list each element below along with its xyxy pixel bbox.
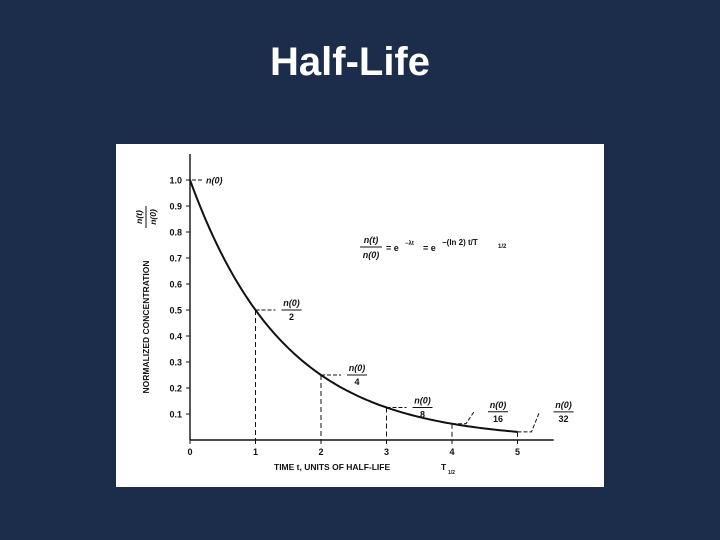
x-axis-title: TIME t, UNITS OF HALF-LIFE [274,462,390,472]
equation-exponent-2: −(ln 2) t/T [442,238,478,247]
slide-title: Half-Life [270,40,430,84]
y-tick-label: 0.1 [169,410,182,420]
marker-denominator: 2 [289,312,294,322]
y-tick-label: 0.5 [169,306,182,316]
marker-label: n(0) [206,176,223,186]
marker-numerator: n(0) [555,400,572,410]
marker-leader [452,411,475,425]
marker-numerator: n(0) [414,396,431,406]
decay-curve [189,179,518,433]
equation-exponent-2-sub: 1/2 [498,244,507,250]
equation-rhs-2: = e [423,243,436,253]
y-tick-label: 0.8 [169,228,182,238]
y-tick-label: 0.9 [169,202,182,212]
marker-numerator: n(0) [283,298,300,308]
y-tick-label: 1.0 [169,176,182,186]
equation-rhs-1: = e [386,243,399,253]
y-tick-label: 0.4 [169,332,182,342]
x-tick-label: 2 [318,447,323,457]
chart-panel: 0.1 0.2 0.3 0.4 0.5 0.6 0.7 0.8 0.9 1.0 0 1 2 3 4 5 n(0… [116,144,604,487]
x-tick-label: 0 [187,447,192,457]
marker-leader [517,411,540,433]
marker-numerator: n(0) [490,400,507,410]
marker-numerator: n(0) [349,363,366,373]
y-axis-fraction-den: n(0) [148,209,158,225]
y-tick-label: 0.6 [169,280,182,290]
marker-denominator: 32 [558,414,568,424]
y-tick-label: 0.7 [169,254,182,264]
marker-denominator: 8 [420,410,425,420]
y-tick-label: 0.3 [169,358,182,368]
y-axis-fraction: n(t) n(0) [134,206,158,228]
marker-denominator: 4 [354,377,359,387]
half-life-chart: 0.1 0.2 0.3 0.4 0.5 0.6 0.7 0.8 0.9 1.0 0 1 2 3 4 5 n(0… [134,154,574,476]
y-axis-fraction-num: n(t) [134,210,144,224]
y-tick-label: 0.2 [169,384,182,394]
x-axis-symbol: T [441,462,447,472]
x-tick-label: 1 [253,447,258,457]
x-axis-subscript: 1/2 [448,470,455,476]
x-tick-label: 3 [384,447,389,457]
x-tick-label: 5 [515,447,520,457]
x-tick-label: 4 [449,447,454,457]
equation-exponent-1: −λt [405,241,414,247]
equation-lhs-denominator: n(0) [363,250,380,260]
y-axis-title: NORMALIZED CONCENTRATION [141,261,151,394]
marker-denominator: 16 [493,414,503,424]
equation-lhs-numerator: n(t) [364,235,379,245]
